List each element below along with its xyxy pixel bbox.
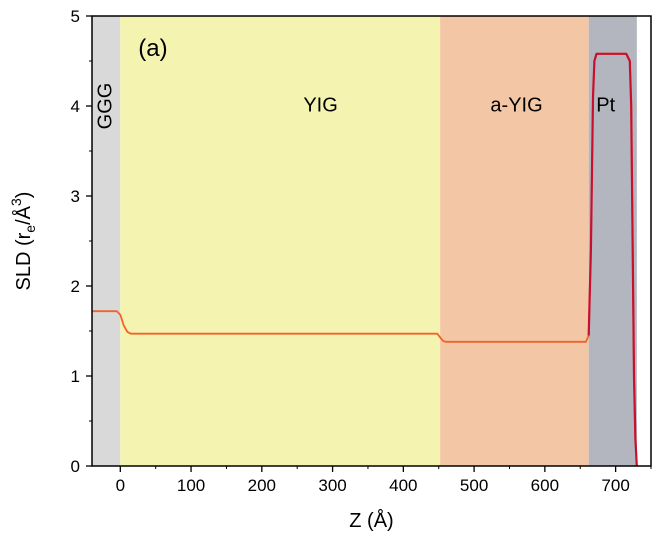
panel-label: (a)	[138, 35, 167, 62]
axis-ticks: 0 100 200 300 400 500 600 700 0 1 2 3 4 5	[71, 7, 652, 495]
sld-line-2	[587, 52, 638, 467]
y-tick-label: 0	[71, 457, 80, 476]
region-label-pt: Pt	[596, 94, 615, 116]
y-axis-title-post: )	[13, 192, 35, 199]
y-tick-label: 3	[71, 187, 80, 206]
y-axis-title-sub: e	[22, 225, 38, 233]
x-tick-label: 400	[389, 476, 417, 495]
region-labels: GGG YIG a-YIG Pt	[94, 83, 615, 130]
x-tick-label: 0	[116, 476, 125, 495]
region-a-yig	[440, 16, 589, 466]
y-tick-label: 1	[71, 367, 80, 386]
x-tick-label: 500	[460, 476, 488, 495]
region-pt	[588, 16, 637, 466]
region-label-yig: YIG	[303, 94, 337, 116]
x-tick-label: 100	[177, 476, 205, 495]
y-tick-label: 2	[71, 277, 80, 296]
y-axis-title-pre: SLD (r	[13, 232, 35, 290]
sld-profile-lines	[92, 52, 638, 467]
region-label-ggg: GGG	[94, 83, 116, 130]
x-axis-title: Z (Å)	[349, 509, 393, 532]
region-yig	[120, 16, 441, 466]
y-axis-title: SLD (re/Å3)	[8, 192, 38, 291]
region-label-a-yig: a-YIG	[490, 94, 542, 116]
x-tick-label: 300	[318, 476, 346, 495]
x-tick-label: 600	[531, 476, 559, 495]
y-axis-title-mid: /Å	[12, 205, 35, 225]
x-tick-label: 700	[601, 476, 629, 495]
y-tick-label: 5	[71, 7, 80, 26]
x-tick-label: 200	[248, 476, 276, 495]
y-tick-label: 4	[71, 97, 80, 116]
region-ggg	[92, 16, 121, 466]
layer-regions	[92, 16, 637, 466]
y-axis-title-sup: 3	[8, 198, 24, 206]
